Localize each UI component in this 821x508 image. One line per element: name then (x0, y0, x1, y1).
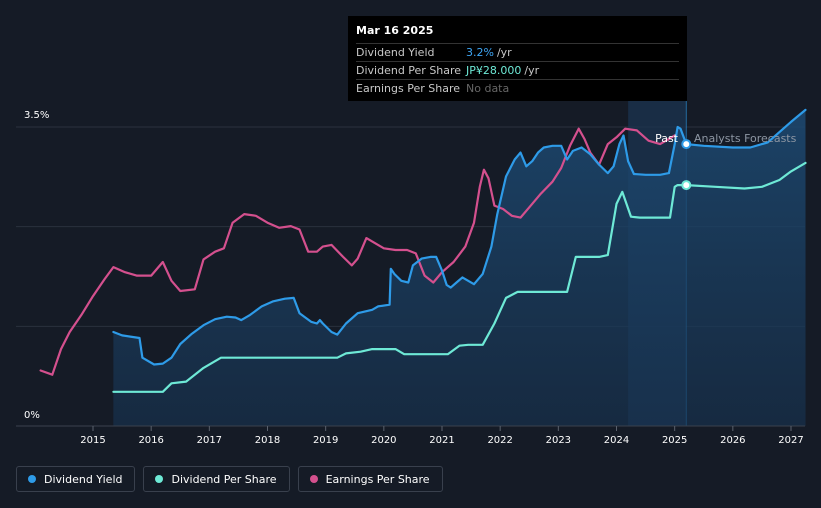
series-line-dividend-yield (112, 108, 807, 366)
x-tick-label: 2019 (313, 435, 338, 446)
y-tick-label-bottom: 0% (24, 410, 40, 421)
tooltip-unit: /yr (524, 64, 540, 77)
x-tick-label: 2021 (429, 435, 454, 446)
legend-item-earnings-per-share[interactable]: Earnings Per Share (297, 466, 443, 492)
tooltip-date: Mar 16 2025 (356, 24, 679, 44)
series-lines (39, 108, 807, 393)
y-tick-label-top: 3.5% (24, 110, 49, 121)
x-tick-label: 2016 (138, 435, 163, 446)
series-line-dividend-per-share (112, 161, 807, 393)
tooltip-row-dividend-yield: Dividend Yield 3.2% /yr (356, 44, 679, 62)
tooltip-row-dividend-per-share: Dividend Per Share JP¥28.000 /yr (356, 62, 679, 80)
legend-item-dividend-yield[interactable]: Dividend Yield (16, 466, 136, 492)
hover-tooltip: Mar 16 2025 Dividend Yield 3.2% /yr Divi… (348, 16, 687, 101)
legend-dot-icon (155, 475, 164, 483)
series-line-earnings-per-share (39, 127, 676, 376)
legend-dot-icon (309, 475, 318, 483)
legend-label: Earnings Per Share (325, 472, 430, 486)
tooltip-label: Earnings Per Share (356, 82, 461, 95)
dividend-yield-area (113, 109, 806, 427)
x-tick-label: 2024 (604, 435, 629, 446)
x-tick-label: 2022 (487, 435, 512, 446)
tooltip-value: JP¥28.000 (466, 64, 522, 77)
x-tick-label: 2015 (80, 435, 105, 446)
tooltip-label: Dividend Yield (356, 46, 435, 59)
dividend-yield-fill (113, 109, 806, 427)
chart-legend: Dividend Yield Dividend Per Share Earnin… (16, 466, 443, 492)
x-tick-label: 2023 (546, 435, 571, 446)
past-region-label: Past (655, 132, 679, 145)
legend-label: Dividend Per Share (171, 472, 277, 486)
marker-dividend-yield (681, 139, 692, 150)
x-tick-label: 2018 (255, 435, 280, 446)
legend-dot-icon (28, 475, 36, 483)
x-axis: 2015 2016 2017 2018 2019 2020 2021 2022 2023 2024… (16, 425, 805, 446)
marker-dividend-per-share (681, 180, 692, 191)
legend-item-dividend-per-share[interactable]: Dividend Per Share (143, 466, 290, 492)
x-tick-label: 2025 (662, 435, 687, 446)
x-tick-label: 2027 (778, 435, 803, 446)
x-tick-label: 2026 (720, 435, 745, 446)
tooltip-unit: /yr (496, 46, 512, 59)
x-tick-label: 2017 (197, 435, 222, 446)
tooltip-label: Dividend Per Share (356, 64, 462, 77)
tooltip-row-earnings-per-share: Earnings Per Share No data (356, 80, 679, 97)
legend-label: Dividend Yield (44, 472, 123, 486)
forecast-region-label: Analysts Forecasts (694, 132, 797, 145)
tooltip-value: No data (466, 82, 510, 95)
hover-markers (681, 139, 692, 191)
tooltip-value: 3.2% (466, 46, 494, 59)
x-tick-label: 2020 (371, 435, 396, 446)
